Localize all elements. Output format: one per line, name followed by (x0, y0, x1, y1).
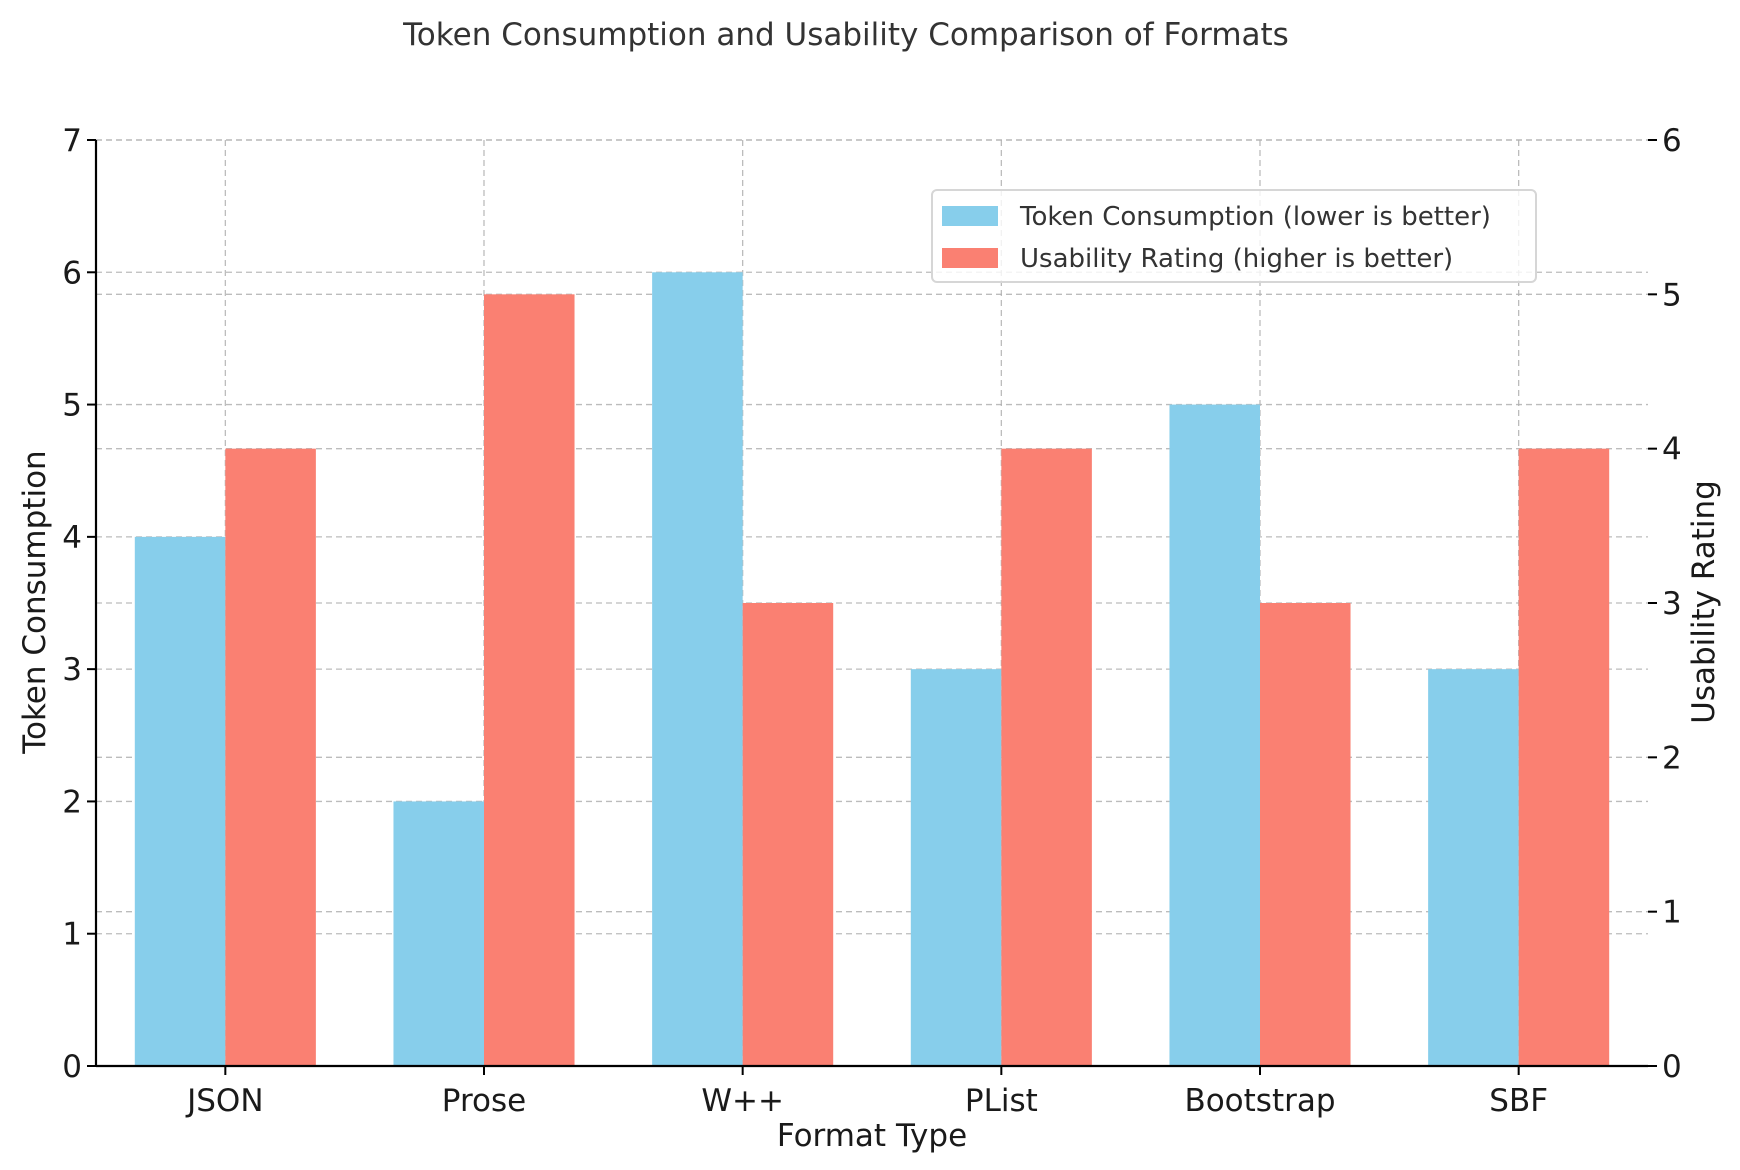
y-tick-label: 2 (62, 784, 82, 820)
bar-token-consumption-prose (393, 801, 484, 1066)
bar-usability-rating-w- (742, 603, 834, 1066)
bar-token-consumption-json (134, 536, 226, 1066)
x-axis-title: Format Type (777, 1118, 967, 1154)
axis-layer: 0 1 2 3 4 5 6 7 0 1 2 3 4 5 6 JSON Prose W++ PList Bootstra… (62, 123, 1681, 1119)
y-tick-label: 7 (62, 123, 82, 159)
y2-tick-label: 0 (1662, 1049, 1682, 1085)
bar-token-consumption-bootstrap (1169, 404, 1260, 1067)
legend: Token Consumption (lower is better) Usabi… (931, 189, 1537, 283)
x-tick-label: JSON (185, 1083, 263, 1119)
y-tick-label: 5 (62, 388, 82, 424)
y-axis-title: Token Consumption (17, 450, 53, 754)
legend-label: Token Consumption (lower is better) (1019, 202, 1491, 232)
bar-usability-rating-prose (484, 294, 575, 1066)
y-tick-label: 3 (62, 652, 82, 688)
x-tick-label: Prose (442, 1083, 526, 1119)
legend-swatch (942, 206, 998, 226)
y-tick-label: 4 (62, 520, 82, 556)
chart-title: Token Consumption and Usability Comparis… (402, 17, 1289, 53)
x-tick-label: PList (965, 1083, 1038, 1119)
y2-tick-label: 2 (1662, 740, 1682, 776)
y2-tick-label: 3 (1662, 586, 1682, 622)
y2-tick-label: 6 (1662, 123, 1682, 159)
y-tick-label: 0 (62, 1049, 82, 1085)
bar-token-consumption-plist (910, 669, 1002, 1066)
legend-label: Usability Rating (higher is better) (1020, 244, 1453, 274)
bar-layer (134, 272, 1610, 1067)
legend-box (931, 189, 1537, 283)
x-tick-label: Bootstrap (1184, 1083, 1335, 1119)
bar-usability-rating-sbf (1518, 448, 1610, 1067)
y-tick-label: 1 (62, 917, 82, 953)
bar-token-consumption-sbf (1428, 669, 1519, 1066)
y2-axis-title: Usability Rating (1686, 480, 1722, 724)
x-tick-label: SBF (1489, 1083, 1548, 1119)
bar-token-consumption-w- (652, 272, 743, 1066)
y2-tick-label: 5 (1662, 277, 1682, 313)
y-tick-label: 6 (62, 255, 82, 291)
y2-tick-label: 1 (1662, 895, 1682, 931)
bar-usability-rating-plist (1001, 448, 1092, 1067)
y2-tick-label: 4 (1662, 432, 1682, 468)
bar-usability-rating-bootstrap (1260, 603, 1351, 1066)
legend-swatch (942, 248, 998, 268)
bar-usability-rating-json (225, 448, 316, 1067)
x-tick-label: W++ (701, 1083, 784, 1119)
